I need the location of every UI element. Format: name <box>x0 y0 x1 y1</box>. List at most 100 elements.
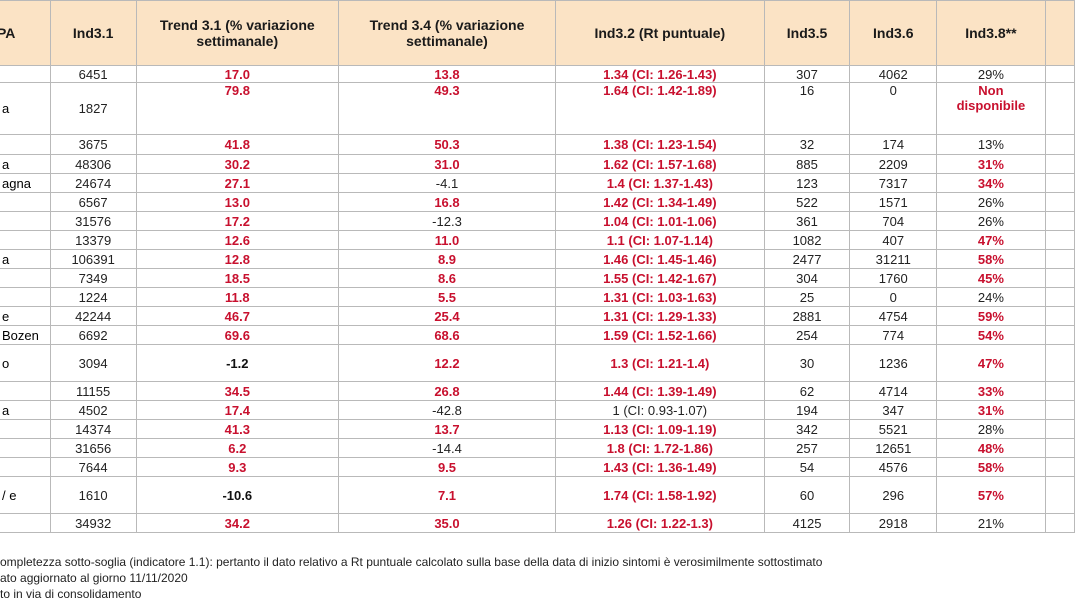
i38-cell: 47% <box>936 344 1046 382</box>
t34-cell: 8.6 <box>338 268 556 288</box>
i36-cell: 2918 <box>849 513 938 533</box>
t31-cell: 34.5 <box>135 381 340 401</box>
ind31-cell: 6692 <box>49 325 137 345</box>
region-cell: a <box>0 400 51 420</box>
t34-cell: 25.4 <box>338 306 556 326</box>
i35-cell: 54 <box>763 457 851 477</box>
header-ind36: Ind3.6 <box>849 0 938 66</box>
t31-cell: -10.6 <box>135 476 340 514</box>
rt-cell: 1.62 (CI: 1.57-1.68) <box>554 154 765 174</box>
region-cell <box>0 287 51 307</box>
ind31-cell: 14374 <box>49 419 137 439</box>
t34-cell: 13.7 <box>338 419 556 439</box>
footnote: ato aggiornato al giorno 11/11/2020 <box>0 571 188 585</box>
i36-cell: 774 <box>849 325 938 345</box>
t34-cell: 9.5 <box>338 457 556 477</box>
i38-cell: 47% <box>936 230 1046 250</box>
t31-cell: 12.6 <box>135 230 340 250</box>
t34-cell: 11.0 <box>338 230 556 250</box>
rt-cell: 1.46 (CI: 1.45-1.46) <box>554 249 765 269</box>
header-trend31: Trend 3.1 (% variazione settimanale) <box>135 0 340 66</box>
t34-cell: 35.0 <box>338 513 556 533</box>
extra-cell <box>1044 230 1075 250</box>
ind31-cell: 48306 <box>49 154 137 174</box>
i36-cell: 7317 <box>849 173 938 193</box>
ind31-cell: 3675 <box>49 134 137 155</box>
rt-cell: 1 (CI: 0.93-1.07) <box>554 400 765 420</box>
header-region: PA <box>0 0 51 66</box>
t31-cell: 34.2 <box>135 513 340 533</box>
i36-cell: 4062 <box>849 65 938 83</box>
table-row: 6567 13.0 16.8 1.42 (CI: 1.34-1.49) 522 1571 2… <box>0 192 1075 212</box>
t34-cell: -42.8 <box>338 400 556 420</box>
region-cell <box>0 457 51 477</box>
extra-cell <box>1044 306 1075 326</box>
t31-cell: 41.3 <box>135 419 340 439</box>
ind31-cell: 1610 <box>49 476 137 514</box>
extra-cell <box>1044 211 1075 231</box>
table-row: 11155 34.5 26.8 1.44 (CI: 1.39-1.49) 62 4714 3… <box>0 381 1075 401</box>
table-row: o 3094 -1.2 12.2 1.3 (CI: 1.21-1.4) 30 1236 47% <box>0 344 1075 382</box>
i35-cell: 123 <box>763 173 851 193</box>
i35-cell: 2881 <box>763 306 851 326</box>
t31-cell: 79.8 <box>135 82 340 135</box>
t34-cell: -12.3 <box>338 211 556 231</box>
extra-cell <box>1044 513 1075 533</box>
i36-cell: 2209 <box>849 154 938 174</box>
table-row: a 4502 17.4 -42.8 1 (CI: 0.93-1.07) 194 347 31% <box>0 400 1075 420</box>
i36-cell: 296 <box>849 476 938 514</box>
t31-cell: -1.2 <box>135 344 340 382</box>
table-row: a 1827 79.8 49.3 1.64 (CI: 1.42-1.89) 16 0 Non … <box>0 82 1075 135</box>
t34-cell: 49.3 <box>338 82 556 135</box>
t31-cell: 18.5 <box>135 268 340 288</box>
t31-cell: 27.1 <box>135 173 340 193</box>
footnote: to in via di consolidamento <box>0 587 142 601</box>
t31-cell: 17.4 <box>135 400 340 420</box>
ind31-cell: 7349 <box>49 268 137 288</box>
region-cell <box>0 513 51 533</box>
i36-cell: 31211 <box>849 249 938 269</box>
i35-cell: 194 <box>763 400 851 420</box>
region-cell: e <box>0 306 51 326</box>
extra-cell <box>1044 268 1075 288</box>
i38-cell: 59% <box>936 306 1046 326</box>
ind31-cell: 1224 <box>49 287 137 307</box>
region-cell: / e <box>0 476 51 514</box>
extra-cell <box>1044 134 1075 155</box>
i36-cell: 1760 <box>849 268 938 288</box>
table-row: a 48306 30.2 31.0 1.62 (CI: 1.57-1.68) 885 220… <box>0 154 1075 174</box>
table-row: a 106391 12.8 8.9 1.46 (CI: 1.45-1.46) 2477 31… <box>0 249 1075 269</box>
table-row: 7644 9.3 9.5 1.43 (CI: 1.36-1.49) 54 4576 58% <box>0 457 1075 477</box>
table-row: 14374 41.3 13.7 1.13 (CI: 1.09-1.19) 342 5521… <box>0 419 1075 439</box>
t34-cell: 50.3 <box>338 134 556 155</box>
ind31-cell: 6451 <box>49 65 137 83</box>
t31-cell: 9.3 <box>135 457 340 477</box>
table-row: Bozen 6692 69.6 68.6 1.59 (CI: 1.52-1.66) 254… <box>0 325 1075 345</box>
region-cell <box>0 134 51 155</box>
i35-cell: 60 <box>763 476 851 514</box>
table-row: 31576 17.2 -12.3 1.04 (CI: 1.01-1.06) 361 704… <box>0 211 1075 231</box>
region-cell <box>0 230 51 250</box>
i38-cell: 58% <box>936 249 1046 269</box>
extra-cell <box>1044 82 1075 135</box>
rt-cell: 1.8 (CI: 1.72-1.86) <box>554 438 765 458</box>
rt-cell: 1.31 (CI: 1.03-1.63) <box>554 287 765 307</box>
i36-cell: 174 <box>849 134 938 155</box>
t31-cell: 30.2 <box>135 154 340 174</box>
region-cell <box>0 65 51 83</box>
table-row: e 42244 46.7 25.4 1.31 (CI: 1.29-1.33) 2881 47… <box>0 306 1075 326</box>
t34-cell: 68.6 <box>338 325 556 345</box>
i36-cell: 12651 <box>849 438 938 458</box>
region-cell <box>0 211 51 231</box>
table-row: 34932 34.2 35.0 1.26 (CI: 1.22-1.3) 4125 2918… <box>0 513 1075 533</box>
rt-cell: 1.55 (CI: 1.42-1.67) <box>554 268 765 288</box>
i35-cell: 30 <box>763 344 851 382</box>
i38-cell: 21% <box>936 513 1046 533</box>
region-cell <box>0 192 51 212</box>
t34-cell: -4.1 <box>338 173 556 193</box>
table-row: 1224 11.8 5.5 1.31 (CI: 1.03-1.63) 25 0 24% <box>0 287 1075 307</box>
i38-cell: 13% <box>936 134 1046 155</box>
i38-cell: 34% <box>936 173 1046 193</box>
i35-cell: 62 <box>763 381 851 401</box>
i38-cell: 28% <box>936 419 1046 439</box>
